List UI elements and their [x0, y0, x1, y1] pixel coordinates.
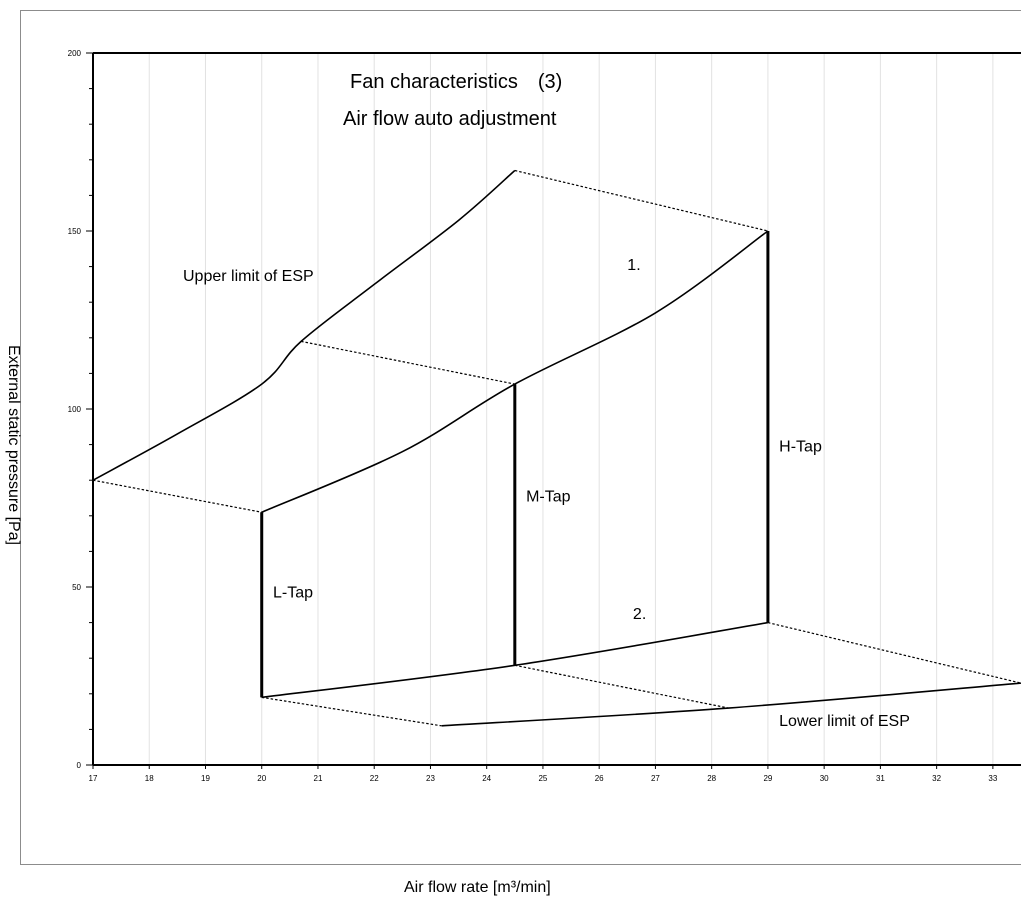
- chart-annotation: Lower limit of ESP: [779, 713, 910, 730]
- chart-title: Fan characteristics (3): [350, 71, 562, 93]
- text-layer: Upper limit of ESP 1. H-Tap M-Tap L-Tap 2. Low…: [183, 257, 910, 730]
- y-tick-label: 100: [68, 405, 82, 414]
- x-tick-label: 30: [820, 774, 829, 783]
- dashed-connector: [767, 622, 1021, 684]
- x-tick-label: 27: [651, 774, 660, 783]
- x-tick-label: 17: [89, 774, 98, 783]
- dashed-connector: [261, 696, 442, 727]
- x-tick-label: 18: [145, 774, 154, 783]
- chart-annotation: 2.: [633, 606, 646, 623]
- dashed-connector: [92, 479, 262, 513]
- dashed-connector: [514, 664, 729, 709]
- fan-curve: [441, 682, 1021, 727]
- chart-annotation: M-Tap: [526, 489, 571, 506]
- x-axis-title: Air flow rate [m³/min]: [404, 879, 551, 896]
- x-tick-label: 21: [314, 774, 323, 783]
- y-tick-label: 50: [72, 583, 81, 592]
- chart-annotation: 1.: [627, 257, 640, 274]
- series-layer: [92, 169, 1021, 727]
- fan-curve: [92, 169, 516, 481]
- chart-frame: [20, 10, 1021, 865]
- x-tick-label: 23: [426, 774, 435, 783]
- x-tick-label: 19: [201, 774, 210, 783]
- x-tick-label: 32: [932, 774, 941, 783]
- y-tick-label: 200: [68, 49, 82, 58]
- x-tick-label: 20: [257, 774, 266, 783]
- chart-subtitle: Air flow auto adjustment: [343, 108, 557, 130]
- x-tick-label: 25: [538, 774, 547, 783]
- dashed-connector: [514, 169, 769, 232]
- y-tick-label: 0: [77, 761, 82, 770]
- chart-annotation: L-Tap: [273, 585, 313, 602]
- dashed-connector: [300, 340, 515, 385]
- chart-annotation: H-Tap: [779, 439, 822, 456]
- x-tick-label: 28: [707, 774, 716, 783]
- y-axis-title: External static pressure [Pa]: [5, 345, 22, 545]
- grid-layer: [148, 53, 994, 765]
- y-tick-label: 150: [68, 227, 82, 236]
- chart-annotation: Upper limit of ESP: [183, 268, 314, 285]
- x-tick-label: 31: [876, 774, 885, 783]
- x-tick-label: 22: [370, 774, 379, 783]
- x-tick-label: 24: [482, 774, 491, 783]
- axes-layer: 17 18 19 20 21 22 23 24 25 26 27 28 29 30 31 32 33 0 50 100…: [68, 49, 1021, 783]
- x-tick-label: 29: [763, 774, 772, 783]
- x-tick-label: 33: [988, 774, 997, 783]
- x-tick-label: 26: [595, 774, 604, 783]
